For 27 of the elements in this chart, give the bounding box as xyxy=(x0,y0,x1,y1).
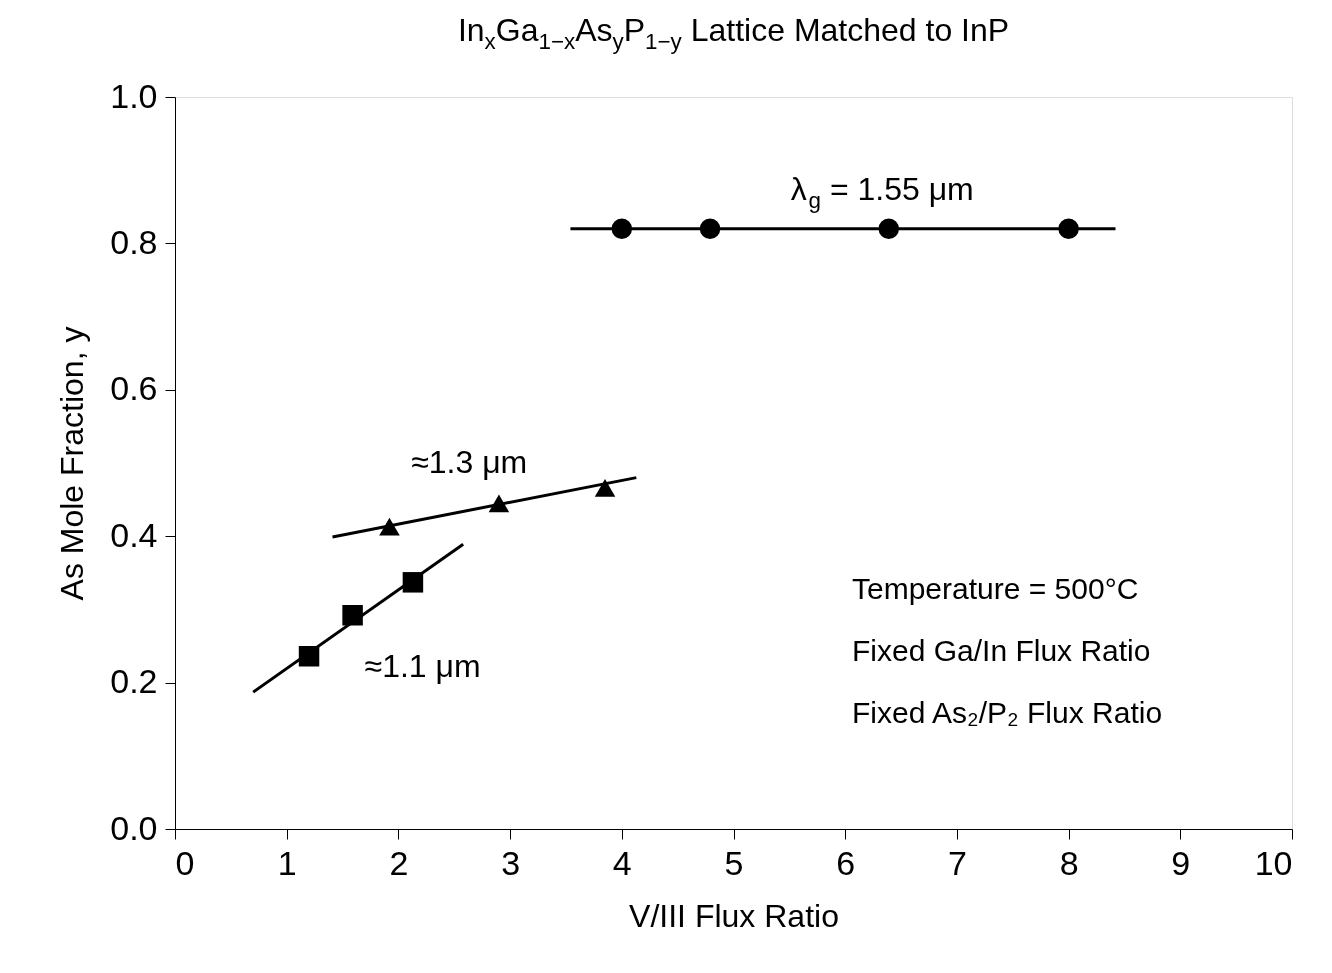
x-tick-label: 6 xyxy=(836,843,856,882)
x-tick-label: 0 xyxy=(175,843,195,882)
annotation: Fixed Ga/In Flux Ratio xyxy=(852,634,1151,667)
point xyxy=(342,605,363,626)
x-tick-label: 9 xyxy=(1171,843,1191,882)
x-tick-label: 5 xyxy=(724,843,744,882)
x-tick-label: 3 xyxy=(501,843,521,882)
x-tick-label: 8 xyxy=(1059,843,1079,882)
y-tick-label: 0.6 xyxy=(110,369,158,408)
y-tick-label: 0.4 xyxy=(110,515,158,554)
annotation: Fixed As₂/P₂ Flux Ratio xyxy=(852,696,1163,729)
y-tick-label: 0.2 xyxy=(110,662,158,701)
x-tick-label: 10 xyxy=(1254,843,1293,882)
y-tick-label: 1.0 xyxy=(110,76,158,115)
x-tick-label: 4 xyxy=(612,843,632,882)
series-label: ≈1.3 μm xyxy=(411,443,528,480)
y-axis-title: As Mole Fraction, y xyxy=(54,326,91,601)
y-tick-label: 0.8 xyxy=(110,222,158,261)
x-tick-label: 7 xyxy=(947,843,967,882)
point xyxy=(594,479,616,497)
point xyxy=(379,517,400,536)
x-axis-title: V/III Flux Ratio xyxy=(629,897,839,934)
annotation: Temperature = 500°C xyxy=(852,572,1139,605)
x-tick-label: 1 xyxy=(277,843,297,882)
y-tick-label: 0.0 xyxy=(110,808,158,847)
series-label: ≈1.1 μm xyxy=(364,648,481,685)
x-tick-label: 2 xyxy=(389,843,409,882)
